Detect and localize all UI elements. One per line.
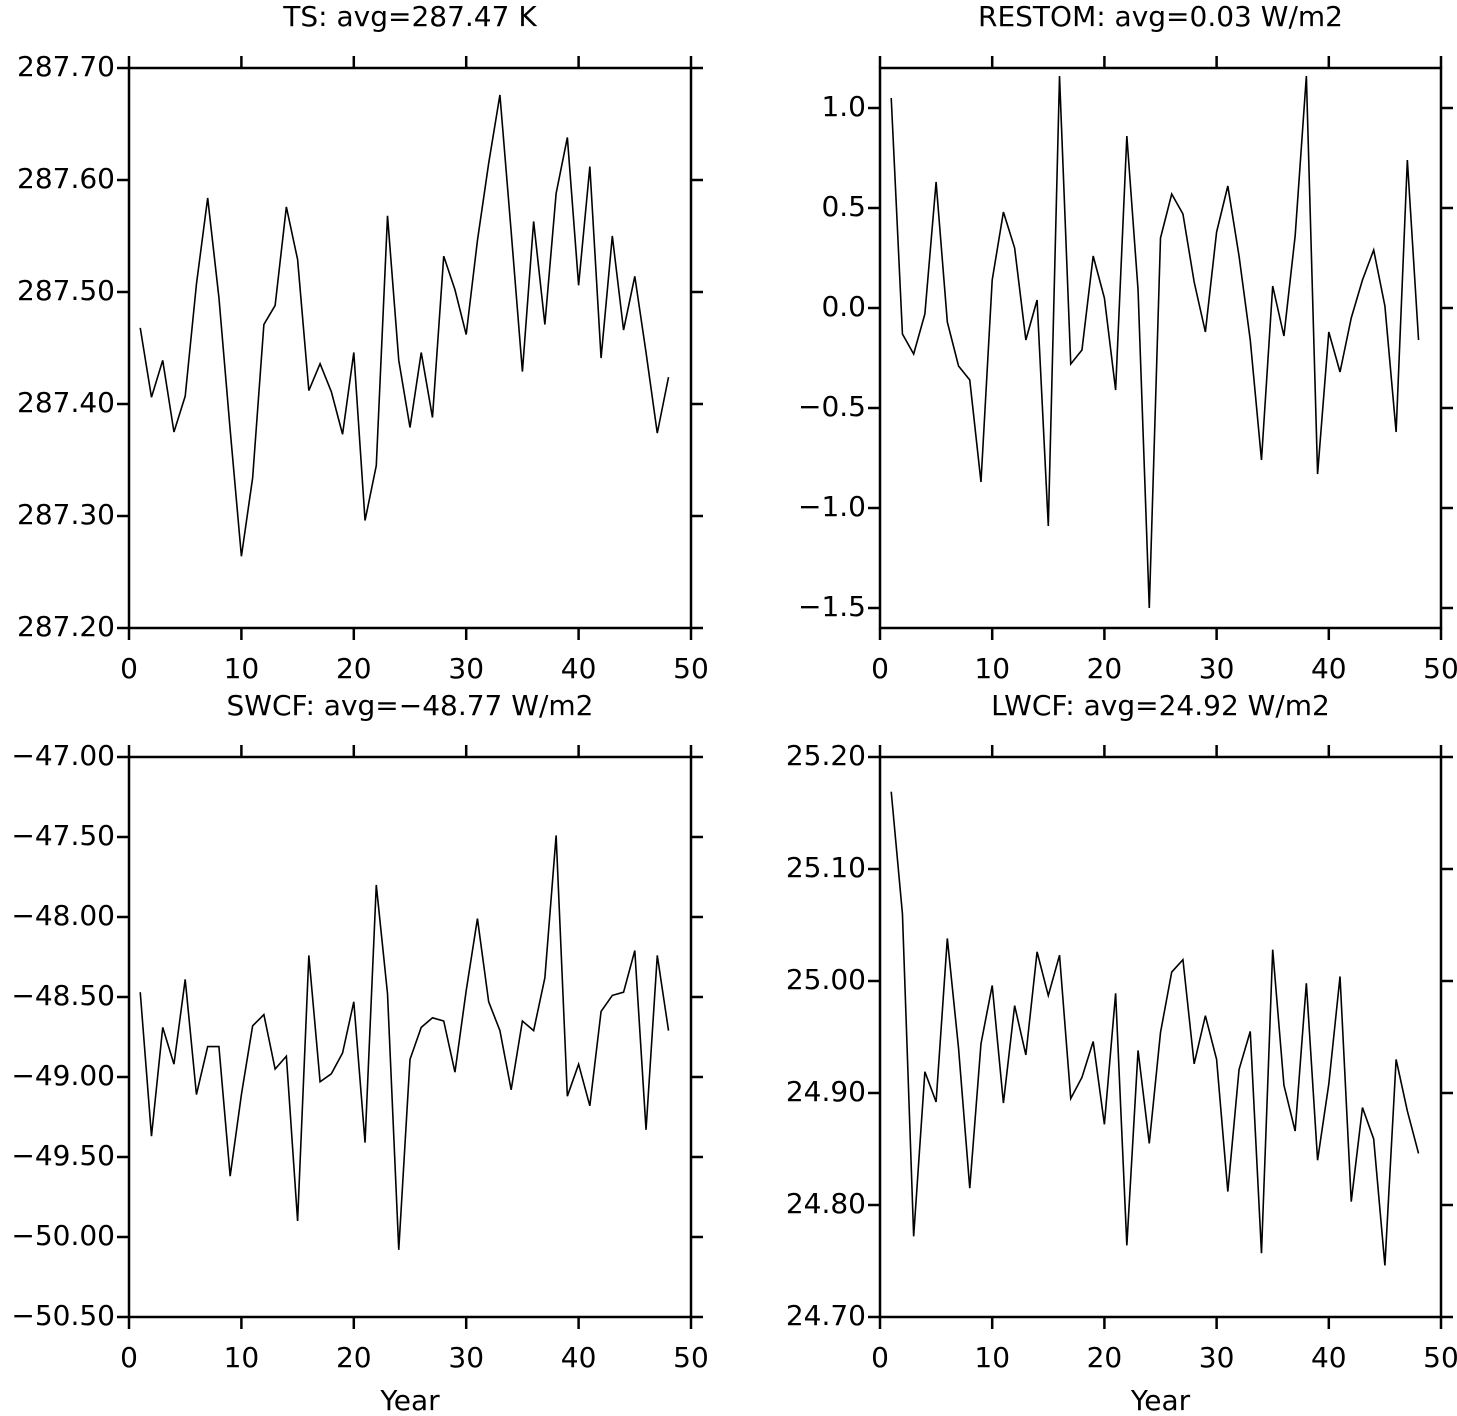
- y-tick-label: 287.30: [17, 498, 115, 531]
- x-tick-label: 20: [1087, 652, 1123, 685]
- y-tick-label: 24.70: [786, 1299, 866, 1332]
- x-tick-label: 50: [1423, 652, 1457, 685]
- y-tick-label: 287.20: [17, 610, 115, 643]
- x-tick-label: 0: [871, 1341, 889, 1374]
- y-tick-label: −47.00: [11, 739, 115, 772]
- x-tick-label: 40: [561, 1341, 597, 1374]
- x-tick-label: 0: [871, 652, 889, 685]
- x-tick-label: 30: [448, 652, 484, 685]
- y-tick-label: 287.40: [17, 386, 115, 419]
- y-tick-label: −47.50: [11, 819, 115, 852]
- x-tick-label: 10: [224, 1341, 260, 1374]
- panel-title: TS: avg=287.47 K: [282, 0, 537, 33]
- y-tick-label: 25.10: [786, 851, 866, 884]
- y-tick-label: 287.60: [17, 162, 115, 195]
- x-tick-label: 0: [120, 652, 138, 685]
- y-tick-label: 24.80: [786, 1187, 866, 1220]
- y-tick-label: −48.00: [11, 899, 115, 932]
- panel-title: LWCF: avg=24.92 W/m2: [991, 689, 1330, 722]
- data-line: [890, 791, 1420, 1266]
- data-line: [139, 94, 670, 557]
- x-tick-label: 40: [561, 652, 597, 685]
- x-tick-label: 20: [336, 652, 372, 685]
- plot-frame: [127, 755, 693, 1319]
- x-tick-label: 20: [336, 1341, 372, 1374]
- data-line: [139, 835, 670, 1250]
- x-tick-label: 10: [224, 652, 260, 685]
- x-tick-label: 40: [1311, 1341, 1347, 1374]
- y-tick-label: 0.0: [821, 290, 866, 323]
- x-tick-label: 50: [673, 652, 709, 685]
- x-tick-label: 40: [1311, 652, 1347, 685]
- y-tick-label: −50.50: [11, 1299, 115, 1332]
- y-tick-label: −1.0: [798, 490, 866, 523]
- y-tick-label: −49.50: [11, 1139, 115, 1172]
- x-tick-label: 30: [1199, 1341, 1235, 1374]
- plot-frame: [878, 66, 1443, 630]
- x-tick-label: 30: [1199, 652, 1235, 685]
- y-tick-label: −49.00: [11, 1059, 115, 1092]
- y-tick-label: 25.20: [786, 739, 866, 772]
- y-tick-label: −50.00: [11, 1219, 115, 1252]
- y-tick-label: 24.90: [786, 1075, 866, 1108]
- data-line: [890, 75, 1420, 609]
- x-tick-label: 30: [448, 1341, 484, 1374]
- x-tick-label: 20: [1087, 1341, 1123, 1374]
- y-tick-label: 0.5: [821, 190, 866, 223]
- plot-frame: [878, 755, 1443, 1319]
- x-tick-label: 50: [673, 1341, 709, 1374]
- panel-title: RESTOM: avg=0.03 W/m2: [978, 0, 1343, 33]
- x-axis-label: Year: [379, 1384, 440, 1416]
- y-tick-label: −48.50: [11, 979, 115, 1012]
- x-tick-label: 0: [120, 1341, 138, 1374]
- x-tick-label: 50: [1423, 1341, 1457, 1374]
- x-tick-label: 10: [974, 652, 1010, 685]
- y-tick-label: 287.70: [17, 50, 115, 83]
- panel-title: SWCF: avg=−48.77 W/m2: [227, 689, 594, 722]
- y-tick-label: 25.00: [786, 963, 866, 996]
- y-tick-label: −1.5: [798, 590, 866, 623]
- y-tick-label: 287.50: [17, 274, 115, 307]
- y-tick-label: −0.5: [798, 390, 866, 423]
- x-tick-label: 10: [974, 1341, 1010, 1374]
- x-axis-label: Year: [1130, 1384, 1191, 1416]
- plot-frame: [127, 66, 693, 630]
- y-tick-label: 1.0: [821, 90, 866, 123]
